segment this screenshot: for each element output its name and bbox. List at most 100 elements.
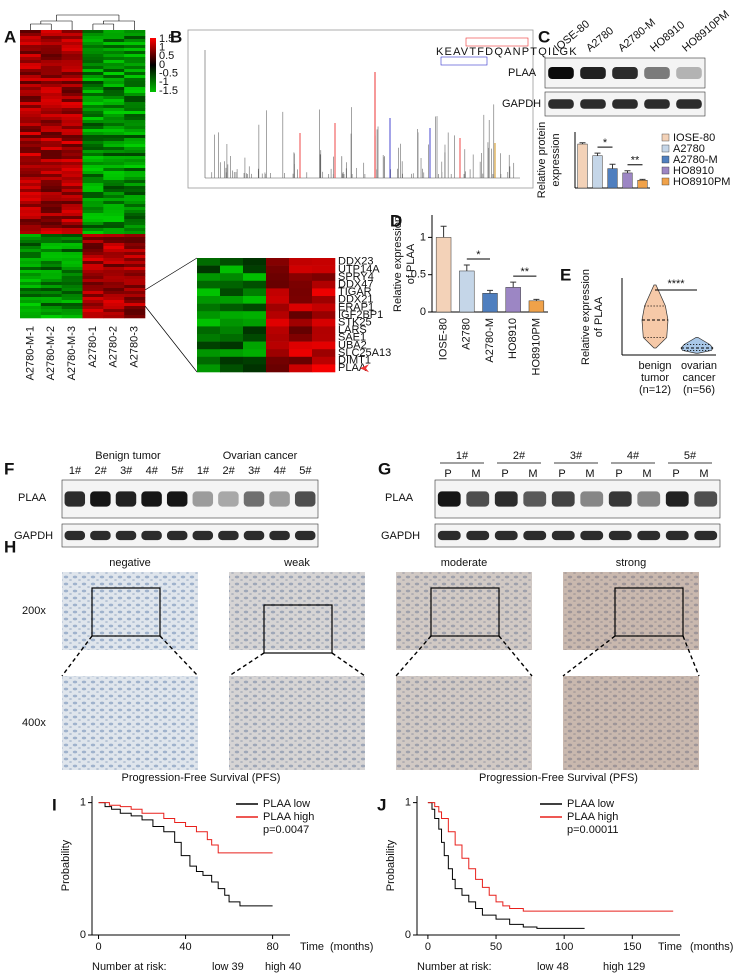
spectrum-frame: [187, 29, 534, 189]
y-tick-label: 1: [80, 797, 86, 809]
heatmap-cell: [82, 111, 104, 115]
heatmap-cell: [124, 93, 146, 97]
heatmap-cell: [82, 255, 104, 259]
heatmap-cell: [82, 54, 104, 58]
heatmap-cell: [103, 171, 125, 175]
heatmap-cell: [82, 57, 104, 61]
heatmap-cell: [40, 219, 62, 223]
heatmap-cell: [124, 42, 146, 46]
heatmap-cell: [124, 180, 146, 184]
heatmap-cell: [20, 123, 42, 127]
heatmap-cell: [197, 258, 221, 266]
heatmap-cell: [82, 96, 104, 100]
bar: [482, 293, 498, 313]
heatmap-cell: [82, 219, 104, 223]
heatmap-cell: [82, 312, 104, 316]
protein-label: PLAA: [385, 492, 414, 504]
protein-label: GAPDH: [502, 98, 541, 110]
heatmap-cell: [124, 147, 146, 151]
heatmap-cell: [124, 114, 146, 118]
y-tick-label: 0: [80, 929, 86, 941]
scale-tick-label: 0.5: [159, 50, 174, 62]
heatmap-cell: [124, 81, 146, 85]
heatmap-cell: [40, 210, 62, 214]
heatmap-cell: [61, 306, 83, 310]
heatmap-cell: [40, 171, 62, 175]
heatmap-cell: [220, 334, 244, 342]
x-tick-label: 50: [490, 941, 502, 953]
heatmap-cell: [103, 198, 125, 202]
heatmap-cell: [61, 207, 83, 211]
heatmap-cell: [103, 300, 125, 304]
heatmap-cell: [103, 213, 125, 217]
heatmap-cell: [124, 159, 146, 163]
heatmap-cell: [220, 273, 244, 282]
heatmap-cell: [103, 210, 125, 214]
heatmap-cell: [124, 279, 146, 283]
heatmap-cell: [103, 87, 125, 91]
heatmap-cell: [82, 204, 104, 208]
heatmap-cell: [82, 114, 104, 118]
protein-label: PLAA: [508, 67, 537, 79]
heatmap-cell: [124, 252, 146, 256]
heatmap-cell: [61, 93, 83, 97]
band: [548, 67, 574, 79]
heatmap-cell: [61, 291, 83, 295]
band: [665, 530, 689, 541]
y-tick-label: 0: [420, 306, 426, 318]
panel-label: B: [170, 27, 182, 46]
heatmap-cell: [61, 237, 83, 241]
heatmap-cell: [20, 81, 42, 85]
heatmap-cell: [103, 276, 125, 280]
heatmap-cell: [124, 207, 146, 211]
micrograph: [62, 676, 198, 770]
risk-label: Number at risk:: [92, 961, 167, 973]
heatmap-cell: [40, 69, 62, 73]
x-tick-label: benign: [638, 360, 671, 372]
band: [192, 491, 214, 507]
scale-tick-label: 0: [159, 59, 165, 71]
heatmap-cell: [82, 78, 104, 82]
heatmap-cell: [82, 309, 104, 313]
heatmap-cell: [103, 306, 125, 310]
band: [644, 67, 670, 79]
chart-title: Progression-Free Survival (PFS): [122, 772, 281, 784]
heatmap-cell: [61, 30, 83, 34]
blot-gapdh: [434, 523, 721, 548]
heatmap-cell: [82, 258, 104, 262]
heatmap-cell: [103, 192, 125, 196]
bar: [622, 172, 633, 189]
panel-label: J: [377, 795, 386, 814]
heatmap-cell: [40, 72, 62, 76]
heatmap-cell: [82, 183, 104, 187]
heatmap-cell: [103, 186, 125, 190]
band: [243, 530, 265, 541]
heatmap-cell: [82, 240, 104, 244]
heatmap-cell: [124, 195, 146, 199]
band: [694, 491, 718, 507]
heatmap-cell: [82, 195, 104, 199]
heatmap-cell: [20, 99, 42, 103]
heatmap-cell: [124, 171, 146, 175]
error-bar: [440, 225, 447, 238]
heatmap-cell: [266, 326, 290, 335]
heatmap-cell: [103, 312, 125, 316]
heatmap-cell: [82, 159, 104, 163]
heatmap-cell: [20, 84, 42, 88]
heatmap-cell: [40, 186, 62, 190]
y-label: expression: [550, 133, 562, 186]
legend-label: PLAA low: [263, 798, 310, 810]
heatmap-cell: [20, 231, 42, 235]
heatmap-cell: [20, 267, 42, 271]
column-label: negative: [109, 557, 151, 569]
heatmap-cell: [61, 114, 83, 118]
heatmap-cell: [124, 228, 146, 232]
heatmap-cell: [20, 117, 42, 121]
heatmap-cell: [40, 135, 62, 139]
heatmap-cell: [103, 105, 125, 109]
lane-label: 3#: [248, 465, 261, 477]
heatmap-cell: [61, 288, 83, 292]
heatmap-cell: [82, 153, 104, 157]
heatmap-cell: [20, 258, 42, 262]
lane-label: P: [501, 468, 508, 480]
